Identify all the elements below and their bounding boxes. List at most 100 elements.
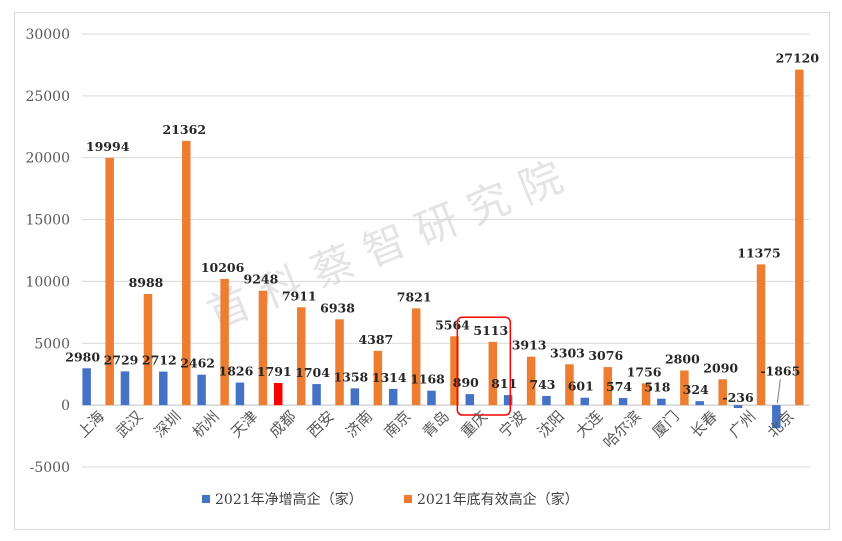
x-tick-label: 青岛	[419, 407, 453, 441]
y-tick-label: 5000	[34, 336, 70, 352]
data-label: 324	[683, 382, 709, 397]
legend-label: 2021年底有效高企（家）	[417, 491, 579, 508]
x-tick-label: 长春	[687, 407, 721, 441]
bar-net-increase-沈阳	[542, 395, 551, 406]
y-tick-label: 25000	[25, 89, 70, 105]
data-label: 8988	[129, 275, 164, 290]
bar-total-宁波	[526, 356, 536, 406]
data-labels: 2980 19994 2729 8988 2712 21362 2462 10206 1826 9…	[65, 51, 820, 416]
bar-net-increase-深圳	[159, 371, 168, 406]
bar-total-北京	[795, 69, 804, 406]
data-label: 2800	[665, 352, 700, 367]
data-label: 1358	[333, 369, 368, 384]
x-tick-label: 宁波	[496, 407, 530, 441]
bar-total-南京	[411, 308, 421, 406]
bar-net-increase-武汉	[120, 371, 130, 406]
data-label: -236	[722, 390, 754, 405]
x-tick-label: 天津	[227, 407, 261, 441]
y-tick-label: -5000	[30, 460, 70, 476]
bar-total-深圳	[182, 140, 191, 406]
data-label: 1791	[257, 364, 292, 379]
chart-frame	[14, 12, 830, 530]
legend: 2021年净增高企（家） 2021年底有效高企（家）	[202, 491, 579, 508]
data-label: 27120	[776, 51, 820, 66]
data-label: 890	[453, 375, 479, 390]
bar-total-广州	[756, 264, 766, 406]
bar-net-increase-上海	[82, 368, 91, 406]
leader-line	[776, 379, 781, 404]
bar-total-大连	[603, 367, 613, 406]
y-tick-label: 0	[61, 398, 70, 414]
data-label: 11375	[737, 245, 781, 260]
data-label: 9248	[244, 272, 279, 287]
data-label: 1826	[219, 364, 254, 379]
data-label: 1756	[627, 364, 662, 379]
watermark: 首科蔡智研究院	[200, 147, 582, 339]
legend-swatch	[404, 495, 412, 503]
data-label: 21362	[163, 122, 207, 137]
bar-net-increase-大连	[580, 397, 590, 406]
bar-total-重庆	[488, 341, 498, 406]
data-label: 3303	[550, 345, 585, 360]
bar-net-increase-重庆	[465, 394, 475, 406]
bar-net-increase-广州	[733, 405, 743, 409]
data-label: 811	[491, 376, 517, 391]
bar-total-长春	[718, 379, 727, 406]
data-label: 10206	[201, 260, 245, 275]
bar-net-increase-哈尔滨	[618, 398, 628, 406]
data-label: 743	[529, 377, 555, 392]
x-tick-label: 沈阳	[534, 407, 568, 441]
x-tick-label: 成都	[266, 407, 300, 441]
y-tick-label: 10000	[25, 274, 70, 290]
data-label: 1168	[410, 372, 445, 387]
data-label: 518	[644, 380, 670, 395]
highlight-box	[456, 316, 512, 416]
data-label: -1865	[760, 363, 800, 378]
bar-total-上海	[105, 157, 114, 406]
data-label: 5564	[435, 317, 470, 332]
bar-net-increase-西安	[312, 384, 321, 406]
data-label: 601	[568, 379, 594, 394]
y-tick-label: 20000	[25, 151, 70, 167]
data-label: 6938	[320, 300, 355, 315]
bar-net-increase-天津	[235, 382, 245, 406]
bar-total-成都	[296, 307, 306, 406]
data-label: 574	[606, 379, 632, 394]
bar-total-哈尔滨	[641, 383, 651, 406]
bar-net-increase-长春	[695, 401, 704, 406]
bar-net-increase-北京	[772, 405, 781, 429]
x-tick-label: 北京	[764, 407, 798, 441]
bar-net-increase-宁波	[503, 395, 513, 406]
data-label: 2712	[142, 353, 177, 368]
data-label: 19994	[86, 139, 130, 154]
y-axis: -5000 0 5000 10000 15000 20000 25000 30000	[25, 27, 70, 476]
data-label: 7821	[397, 289, 432, 304]
bar-total-厦门	[680, 370, 689, 406]
bar-total-杭州	[220, 278, 229, 406]
data-label: 2729	[104, 352, 139, 367]
data-label: 2090	[703, 360, 738, 375]
bar-net-increase-南京	[388, 388, 398, 406]
data-label: 1314	[372, 370, 407, 385]
data-label: 4387	[358, 332, 393, 347]
data-label: 3076	[588, 348, 623, 363]
bar-total-济南	[373, 350, 383, 406]
x-tick-label: 武汉	[112, 407, 146, 441]
x-tick-label: 厦门	[649, 407, 683, 441]
bar-total-武汉	[143, 293, 153, 406]
x-tick-label: 广州	[725, 407, 759, 441]
data-label: 2980	[65, 349, 100, 364]
x-tick-label: 深圳	[151, 407, 185, 441]
x-tick-label: 大连	[572, 407, 606, 441]
legend-swatch	[202, 495, 210, 503]
y-tick-label: 30000	[25, 27, 70, 43]
bar-net-increase-杭州	[197, 374, 206, 406]
x-tick-label: 重庆	[457, 407, 491, 441]
x-tick-label: 哈尔滨	[600, 407, 645, 452]
data-label: 2462	[180, 356, 215, 371]
x-tick-label: 上海	[74, 407, 108, 441]
data-label: 3913	[512, 338, 547, 353]
bar-total-天津	[258, 290, 268, 406]
